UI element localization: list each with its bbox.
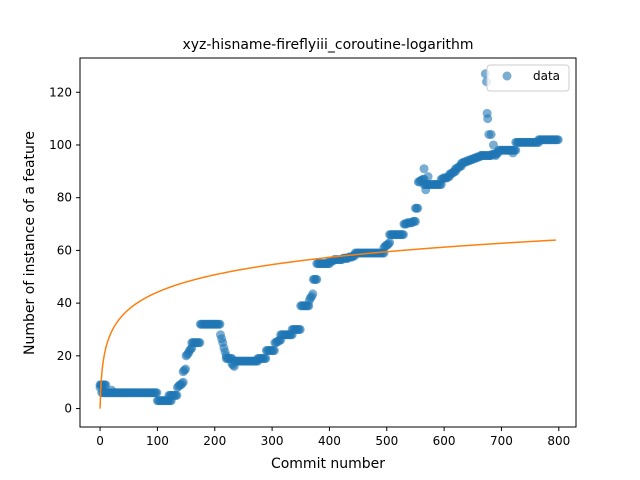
fit-curve-line (99, 239, 556, 409)
y-axis: 0 20 40 60 80 100 120 (49, 85, 80, 416)
x-axis: 0 100 200 300 400 500 600 700 800 (96, 427, 570, 448)
y-tick-label: 80 (57, 191, 72, 205)
data-point (312, 274, 322, 284)
data-point (488, 140, 498, 150)
chart-title: xyz-hisname-fireflyiii_coroutine-logarit… (182, 37, 473, 53)
x-tick-label: 800 (547, 434, 570, 448)
data-point (423, 172, 433, 182)
data-point (398, 230, 408, 240)
x-tick-label: 700 (490, 434, 513, 448)
y-tick-label: 0 (64, 402, 72, 416)
data-point (486, 129, 496, 139)
data-point (491, 151, 501, 161)
data-point (269, 346, 279, 356)
x-tick-label: 200 (203, 434, 226, 448)
plot-frame (79, 57, 577, 428)
y-tick-label: 100 (49, 138, 72, 152)
data-point (419, 164, 429, 174)
x-tick-label: 500 (375, 434, 398, 448)
legend-marker (502, 71, 512, 81)
legend-box (486, 64, 570, 92)
legend-label: data (533, 69, 560, 83)
data-point (413, 203, 423, 213)
x-tick-label: 600 (433, 434, 456, 448)
data-point (261, 353, 271, 363)
data-point (508, 148, 518, 158)
data-point (172, 390, 182, 400)
x-tick-label: 100 (146, 434, 169, 448)
data-point (195, 338, 205, 348)
x-tick-label: 300 (261, 434, 284, 448)
data-point (308, 289, 318, 299)
y-axis-label: Number of instance of a feature (22, 131, 38, 355)
data-point (295, 324, 305, 334)
legend: data (486, 64, 570, 92)
data-point (483, 114, 493, 124)
data-point (421, 185, 431, 195)
data-point (215, 319, 225, 329)
data-point (107, 385, 117, 395)
x-axis-label: Commit number (271, 456, 385, 472)
data-point (410, 216, 420, 226)
y-tick-label: 120 (49, 85, 72, 99)
data-point (553, 135, 563, 145)
data-point (181, 364, 191, 374)
y-tick-label: 20 (57, 349, 72, 363)
y-tick-label: 40 (57, 296, 72, 310)
data-point (385, 238, 395, 247)
x-tick-label: 400 (318, 434, 341, 448)
data-point (178, 377, 188, 387)
y-tick-label: 60 (57, 243, 72, 257)
data-point (152, 388, 162, 398)
plot-area (80, 58, 576, 427)
x-tick-label: 0 (96, 434, 104, 448)
scatter-series (95, 69, 563, 406)
